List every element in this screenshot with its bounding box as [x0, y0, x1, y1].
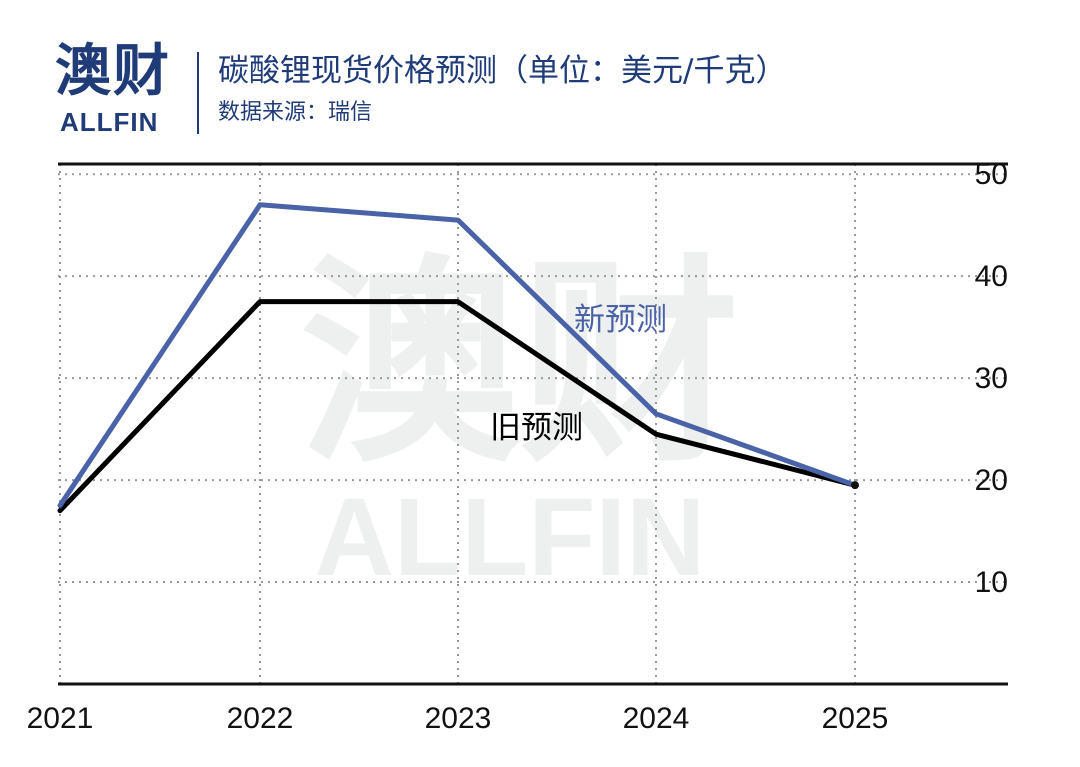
y-tick-label: 40 — [975, 260, 1008, 293]
y-tick-label: 50 — [975, 158, 1008, 191]
series-label-new-forecast: 新预测 — [574, 302, 667, 338]
x-tick-label: 2021 — [27, 702, 94, 735]
data-source: 数据来源：瑞信 — [218, 100, 373, 125]
header-divider — [197, 52, 199, 134]
y-tick-label: 10 — [975, 566, 1008, 599]
x-tick-label: 2023 — [425, 702, 492, 735]
series-end-point — [851, 481, 859, 490]
y-tick-label: 20 — [975, 464, 1008, 497]
watermark-english: ALLFIN — [314, 476, 705, 599]
series — [57, 202, 859, 514]
x-tick-label: 2025 — [822, 702, 889, 735]
x-axis-ticks: 2021 2022 2023 2024 2025 — [27, 702, 889, 735]
series-line-old-forecast — [57, 299, 858, 514]
grid — [58, 164, 1008, 684]
chart-title: 碳酸锂现货价格预测（单位：美元/千克） — [218, 53, 787, 89]
logo-chinese: 澳财 — [55, 39, 171, 104]
series-label-old-forecast: 旧预测 — [490, 410, 583, 446]
series-line-new-forecast — [57, 202, 858, 509]
logo-english: ALLFIN — [60, 107, 159, 137]
x-tick-label: 2022 — [227, 702, 294, 735]
x-tick-label: 2024 — [623, 702, 690, 735]
y-axis-ticks: 10 20 30 40 50 — [975, 158, 1008, 599]
y-tick-label: 30 — [975, 362, 1008, 395]
